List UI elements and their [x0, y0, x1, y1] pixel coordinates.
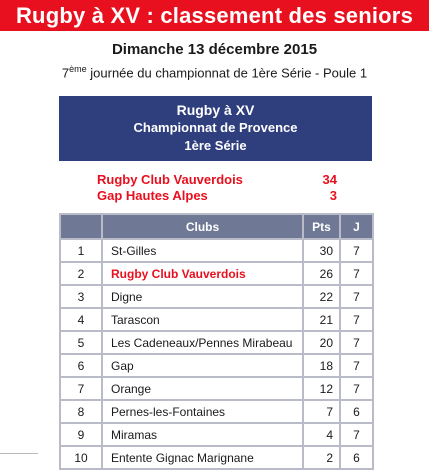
club-cell: St-Gilles — [101, 238, 304, 263]
journee-line: 7ème journée du championnat de 1ère Séri… — [0, 64, 429, 80]
journee-text: journée du championnat de 1ère Série - P… — [86, 65, 368, 81]
club-cell: Gap — [101, 353, 304, 378]
pts-cell: 12 — [302, 376, 341, 401]
header-j: J — [339, 213, 374, 240]
rank-cell: 7 — [59, 376, 103, 401]
pts-cell: 22 — [302, 284, 341, 309]
club-cell: Tarascon — [101, 307, 304, 332]
played-cell: 7 — [339, 376, 374, 401]
rank-cell: 1 — [59, 238, 103, 263]
pts-cell: 18 — [302, 353, 341, 378]
played-cell: 7 — [339, 238, 374, 263]
rank-cell: 3 — [59, 284, 103, 309]
club-cell: Rugby Club Vauverdois — [101, 261, 304, 286]
footer-divider — [0, 453, 38, 454]
match-date: Dimanche 13 décembre 2015 — [111, 41, 318, 58]
result-score: 34 — [322, 172, 337, 187]
rank-cell: 8 — [59, 399, 103, 424]
played-cell: 7 — [339, 261, 374, 286]
result-score: 3 — [329, 188, 337, 203]
club-cell: Les Cadeneaux/Pennes Mirabeau — [101, 330, 304, 355]
pts-cell: 4 — [302, 422, 341, 447]
table-row: 4 Tarascon 21 7 — [59, 307, 374, 332]
table-row: 6 Gap 18 7 — [59, 353, 374, 378]
header-rank — [59, 213, 103, 240]
result-team: Rugby Club Vauverdois — [97, 172, 243, 187]
club-cell: Digne — [101, 284, 304, 309]
result-team: Gap Hautes Alpes — [97, 188, 208, 203]
pts-cell: 20 — [302, 330, 341, 355]
played-cell: 7 — [339, 422, 374, 447]
rank-cell: 6 — [59, 353, 103, 378]
played-cell: 6 — [339, 399, 374, 424]
header-pts: Pts — [302, 213, 341, 240]
box-line-series: 1ère Série — [184, 138, 247, 153]
championship-box: Rugby à XV Championnat de Provence 1ère … — [59, 96, 372, 161]
result-row: Gap Hautes Alpes 3 — [97, 188, 337, 203]
rank-cell: 5 — [59, 330, 103, 355]
club-cell: Orange — [101, 376, 304, 401]
played-cell: 7 — [339, 307, 374, 332]
rank-cell: 4 — [59, 307, 103, 332]
rank-cell: 2 — [59, 261, 103, 286]
table-row: 9 Miramas 4 7 — [59, 422, 374, 447]
pts-cell: 30 — [302, 238, 341, 263]
table-row: 7 Orange 12 7 — [59, 376, 374, 401]
header-clubs: Clubs — [101, 213, 304, 240]
played-cell: 7 — [339, 284, 374, 309]
pts-cell: 7 — [302, 399, 341, 424]
pts-cell: 21 — [302, 307, 341, 332]
table-row: 3 Digne 22 7 — [59, 284, 374, 309]
journee-superscript: ème — [69, 64, 87, 74]
table-row: 5 Les Cadeneaux/Pennes Mirabeau 20 7 — [59, 330, 374, 355]
table-row: 2 Rugby Club Vauverdois 26 7 — [59, 261, 374, 286]
standings-table: Clubs Pts J 1 St-Gilles 30 7 2 Rugby Club Va… — [59, 213, 374, 470]
table-row: 8 Pernes-les-Fontaines 7 6 — [59, 399, 374, 424]
box-line-championship: Championnat de Provence — [133, 120, 298, 135]
rank-cell: 9 — [59, 422, 103, 447]
played-cell: 7 — [339, 353, 374, 378]
table-row: 1 St-Gilles 30 7 — [59, 238, 374, 263]
club-cell: Miramas — [101, 422, 304, 447]
pts-cell: 26 — [302, 261, 341, 286]
title-banner — [0, 0, 429, 31]
box-line-sport: Rugby à XV — [176, 102, 255, 118]
page-title: Rugby à XV : classement des seniors — [15, 3, 414, 28]
result-row: Rugby Club Vauverdois 34 — [97, 172, 337, 187]
club-cell: Pernes-les-Fontaines — [101, 399, 304, 424]
journee-number: 7 — [61, 65, 70, 81]
played-cell: 7 — [339, 330, 374, 355]
table-header-row: Clubs Pts J — [59, 213, 374, 240]
